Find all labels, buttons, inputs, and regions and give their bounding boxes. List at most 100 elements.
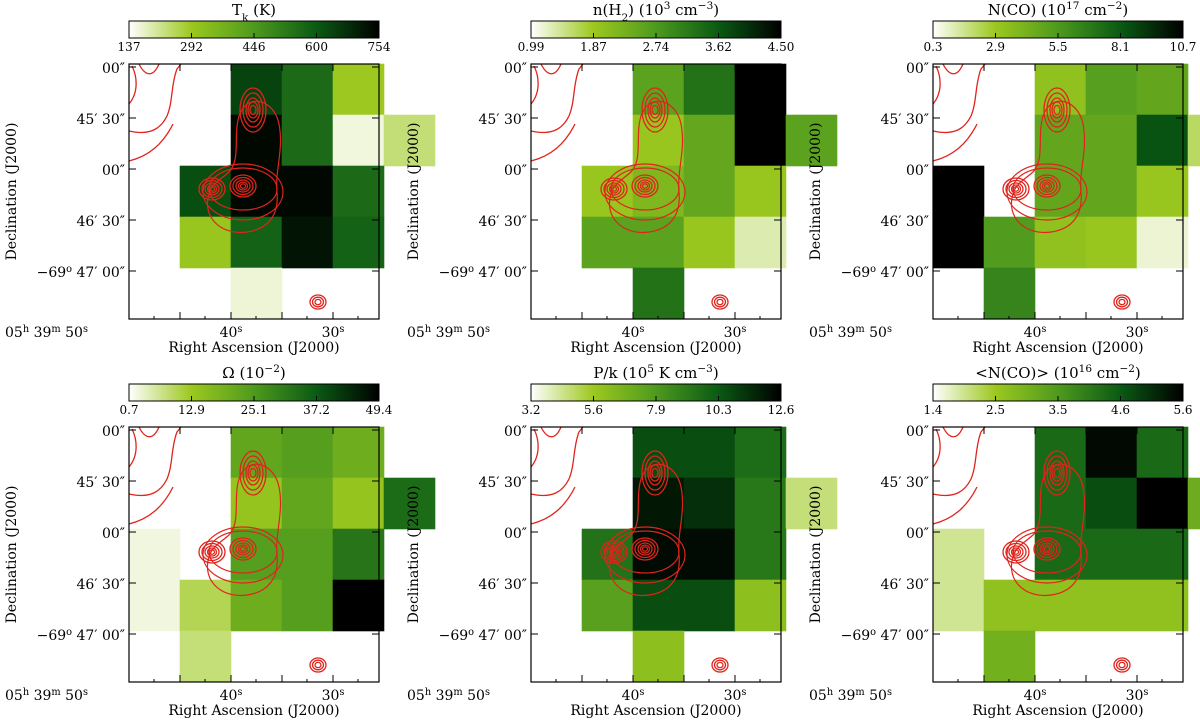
heatmap-cell [281,216,334,269]
x-tick-label: 30s [322,324,345,342]
contour-peak-ring [1039,179,1055,193]
heatmap-cell [1034,114,1087,167]
contour-peak-ring [1012,186,1020,192]
contour-peak-ring [600,177,628,201]
heatmap-cell [332,426,385,479]
contour-peak-ring [247,101,259,119]
contour-peak-ring [651,104,659,116]
y-axis-label: Declination (J2000) [808,486,824,624]
heatmap-cell [1136,63,1189,116]
panel-title: n(H2) (103 cm−3) [593,0,719,24]
heatmap-cell [734,579,787,632]
contour-peak-ring [198,540,226,564]
contour-source-ring [309,657,327,673]
contour-peak-ring [634,539,656,559]
heatmap-cell [683,165,736,218]
contour-peak-ring [208,549,216,555]
heatmap-cell [734,63,787,116]
heatmap-cell [932,579,985,632]
heatmap-cell [230,216,283,269]
contour-line [932,486,978,525]
contour-source-ring [1118,298,1126,306]
contour-peak-ring [1036,539,1058,559]
contour-peak-ring [641,450,669,496]
contour-peak-ring [637,542,653,556]
heatmap-cell [1136,477,1189,530]
heatmap-cell [632,630,685,683]
y-tick-label: 45′ 30″ [881,112,930,128]
y-tick-label: 00″ [906,163,929,179]
contour-peak-ring [1053,467,1061,479]
y-tick-label: 45′ 30″ [479,112,528,128]
contour-peak-ring [245,460,261,486]
contour-peak-ring [249,467,257,479]
heatmap-cell [128,528,181,581]
contour-line [138,63,160,75]
contour-peak-ring [639,544,651,554]
heatmap-cell [983,630,1036,683]
plot-frame [128,426,380,683]
heatmap-cell [983,216,1036,269]
heatmap-cell [230,267,283,320]
contour-peak-ring [600,540,628,564]
contour-peak-ring [229,537,257,561]
heatmap-cell [1085,165,1138,218]
contour-line [942,63,964,75]
y-tick-label: 00″ [906,424,929,440]
contour-source-ring [1118,661,1126,669]
contour-peak-ring [641,183,649,189]
contour-peak-ring [1043,87,1071,133]
heatmap-cell [683,528,736,581]
contour-peak-ring [239,546,247,552]
heatmap-cell [281,426,334,479]
y-tick-label: 00″ [102,61,125,77]
colorbar-tick-label: 3.5 [1048,403,1067,417]
heatmap-cell [1034,426,1087,479]
panel-5: 00″ 45′ 30″ 00″ 46′ 30″ −69o 47′ 00″ 05h 39m … [406,363,838,719]
contour-source-ring [309,294,327,310]
x-tick-label: 40s [220,687,243,705]
y-axis-label: Declination (J2000) [4,123,20,261]
colorbar-tick-label: 5.5 [1048,40,1067,54]
contour-peak-ring [1053,104,1061,116]
y-tick-label: 00″ [504,526,527,542]
contour-peak-ring [1033,174,1061,198]
x-axis-label: Right Ascension (J2000) [168,340,339,356]
colorbar-tick-label: 446 [243,40,266,54]
heatmap-cell [734,477,787,530]
contour-line [128,123,174,162]
contour-peak-ring [232,176,254,196]
contour-peak-ring [603,542,625,562]
heatmap-cell [332,477,385,530]
contour-peak-ring [647,97,663,123]
colorbar-tick-label: 2.5 [986,403,1005,417]
colorbar-tick-label: 12.9 [178,403,205,417]
heatmap-cell [734,114,787,167]
contour-source-ring [1113,294,1131,310]
heatmap-cell [734,216,787,269]
heatmap-cell [1187,477,1200,530]
heatmap-cell [1136,579,1189,632]
y-tick-label: 46′ 30″ [77,214,126,230]
heatmap-cell [683,63,736,116]
x-axis-label: Right Ascension (J2000) [168,703,339,719]
contour-peak-ring [631,537,659,561]
heatmap-cell [581,216,634,269]
panel-1: 00″ 45′ 30″ 00″ 46′ 30″ −69o 47′ 00″ 05h 39m … [4,1,436,356]
contour-line [932,63,986,134]
heatmap-cell [683,114,736,167]
y-tick-label: 00″ [906,526,929,542]
heatmap-cell [1085,477,1138,530]
contour-peak-ring [1008,545,1024,559]
y-tick-label: 00″ [102,424,125,440]
contour-peak-ring [242,455,264,491]
heatmap-cell [683,477,736,530]
contour-source-ring [314,661,322,669]
panel-3: 00″ 45′ 30″ 00″ 46′ 30″ −69o 47′ 00″ 05h 39m … [808,0,1200,356]
plot-frame [932,426,1184,683]
contour-peak-ring [641,546,649,552]
contour-peak-ring [1010,184,1022,194]
contour-peak-ring [1002,540,1030,564]
heatmap-cell [1085,579,1138,632]
contour-envelope [206,463,282,597]
